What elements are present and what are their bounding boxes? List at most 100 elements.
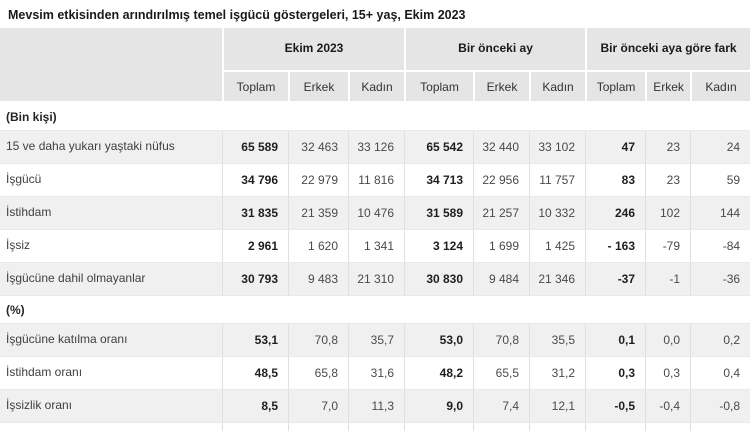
value-cell: -0,4 (585, 423, 646, 431)
value-cell: 30 830 (404, 263, 474, 296)
section-header-row: (Bin kişi) (0, 103, 750, 131)
value-cell: 0,2 (690, 324, 750, 357)
value-cell: -36 (690, 263, 750, 296)
value-cell: 16,3 (222, 423, 288, 431)
table-row: İşgücü 34 796 22 979 11 816 34 713 22 956 11 7… (0, 164, 750, 197)
value-cell: 14,1 (473, 423, 530, 431)
table-row: İşsizlik oranı 8,5 7,0 11,3 9,0 7,4 12,1 -0,5 -0… (0, 390, 750, 423)
value-cell: -0,3 (645, 423, 691, 431)
value-cell: 13,8 (288, 423, 348, 431)
value-cell: 21 346 (529, 263, 586, 296)
value-cell: 35,7 (348, 324, 405, 357)
value-cell: 0,3 (645, 357, 691, 390)
row-label: İşgücüne katılma oranı (0, 324, 222, 357)
value-cell: 34 796 (222, 164, 288, 197)
value-cell: 59 (690, 164, 750, 197)
subheader-erkek-1: Erkek (288, 70, 348, 103)
value-cell: 102 (645, 197, 691, 230)
labour-indicators-table: Ekim 2023 Bir önceki ay Bir önceki aya g… (0, 28, 750, 431)
value-cell: 65,8 (288, 357, 348, 390)
value-cell: 47 (585, 131, 646, 164)
subheader-toplam-1: Toplam (222, 70, 288, 103)
value-cell: 34 713 (404, 164, 474, 197)
value-cell: 65 589 (222, 131, 288, 164)
value-cell: 23 (645, 131, 691, 164)
value-cell: -37 (585, 263, 646, 296)
subheader-kadin-1: Kadın (348, 70, 405, 103)
subheader-kadin-3: Kadın (690, 70, 750, 103)
value-cell: 7,0 (288, 390, 348, 423)
value-cell: 21 310 (348, 263, 405, 296)
value-cell: -79 (645, 230, 691, 263)
section-header-row: (%) (0, 296, 750, 324)
value-cell: 30 793 (222, 263, 288, 296)
value-cell: 53,1 (222, 324, 288, 357)
value-cell: 0,0 (645, 324, 691, 357)
row-label: 15 ve daha yukarı yaştaki nüfus (0, 131, 222, 164)
value-cell: 21 257 (473, 197, 530, 230)
table-row: İstihdam 31 835 21 359 10 476 31 589 21 257 10… (0, 197, 750, 230)
value-cell: 11 816 (348, 164, 405, 197)
section-header-label: (Bin kişi) (0, 103, 750, 131)
value-cell: -84 (690, 230, 750, 263)
value-cell: 8,5 (222, 390, 288, 423)
value-cell: 83 (585, 164, 646, 197)
value-cell: 23 (645, 164, 691, 197)
value-cell: 12,1 (529, 390, 586, 423)
value-cell: 1 620 (288, 230, 348, 263)
value-cell: 32 463 (288, 131, 348, 164)
value-cell: 9,0 (404, 390, 474, 423)
value-cell: 53,0 (404, 324, 474, 357)
value-cell: 31 835 (222, 197, 288, 230)
value-cell: 31 589 (404, 197, 474, 230)
value-cell: 246 (585, 197, 646, 230)
col-group-ekim-2023: Ekim 2023 (222, 28, 405, 70)
value-cell: 2 961 (222, 230, 288, 263)
value-cell: -0,6 (690, 423, 750, 431)
row-label: İşsizlik oranı (0, 390, 222, 423)
table-row: İşgücüne katılma oranı 53,1 70,8 35,7 53,0 70… (0, 324, 750, 357)
row-label: Genç nüfusta işsizlik oranı (15-24 yaş) (0, 423, 222, 431)
value-cell: 11,3 (348, 390, 405, 423)
value-cell: -0,4 (645, 390, 691, 423)
value-cell: 33 126 (348, 131, 405, 164)
value-cell: 10 332 (529, 197, 586, 230)
value-cell: 70,8 (473, 324, 530, 357)
value-cell: 1 341 (348, 230, 405, 263)
value-cell: 24 (690, 131, 750, 164)
value-cell: 3 124 (404, 230, 474, 263)
value-cell: -1 (645, 263, 691, 296)
value-cell: 9 484 (473, 263, 530, 296)
col-group-fark: Bir önceki aya göre fark (585, 28, 750, 70)
table-row: İstihdam oranı 48,5 65,8 31,6 48,2 65,5 31,2 0,… (0, 357, 750, 390)
value-cell: 10 476 (348, 197, 405, 230)
value-cell: 9 483 (288, 263, 348, 296)
value-cell: 21,6 (529, 423, 586, 431)
row-label: İşsiz (0, 230, 222, 263)
row-label: İstihdam (0, 197, 222, 230)
value-cell: 1 699 (473, 230, 530, 263)
col-group-onceki-ay: Bir önceki ay (404, 28, 586, 70)
value-cell: 65 542 (404, 131, 474, 164)
sub-header-row: Toplam Erkek Kadın Toplam Erkek Kadın To… (0, 70, 750, 103)
value-cell: -0,5 (585, 390, 646, 423)
value-cell: 22 979 (288, 164, 348, 197)
row-label: İşgücü (0, 164, 222, 197)
value-cell: 33 102 (529, 131, 586, 164)
table-row: İşsiz 2 961 1 620 1 341 3 124 1 699 1 425- 163… (0, 230, 750, 263)
value-cell: -0,8 (690, 390, 750, 423)
value-cell: 11 757 (529, 164, 586, 197)
value-cell: 31,2 (529, 357, 586, 390)
subheader-toplam-2: Toplam (404, 70, 474, 103)
value-cell: 35,5 (529, 324, 586, 357)
value-cell: 31,6 (348, 357, 405, 390)
page-title: Mevsim etkisinden arındırılmış temel işg… (8, 8, 466, 22)
value-cell: 144 (690, 197, 750, 230)
value-cell: 65,5 (473, 357, 530, 390)
table-row: Genç nüfusta işsizlik oranı (15-24 yaş)1… (0, 423, 750, 431)
row-label: İşgücüne dahil olmayanlar (0, 263, 222, 296)
value-cell: 1 425 (529, 230, 586, 263)
subheader-toplam-3: Toplam (585, 70, 646, 103)
value-cell: 32 440 (473, 131, 530, 164)
